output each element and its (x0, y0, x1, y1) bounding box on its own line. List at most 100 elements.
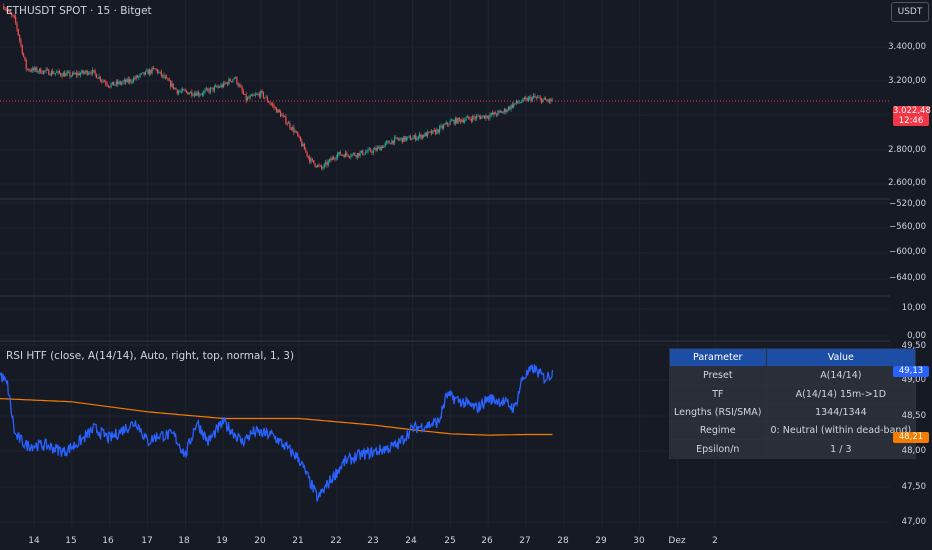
candle-body (265, 97, 267, 98)
candle-body (110, 84, 112, 88)
candle-body (174, 87, 176, 89)
candle-body (420, 134, 422, 139)
candle-body (42, 70, 45, 74)
candle-body (432, 130, 434, 134)
candle-body (519, 102, 521, 104)
candle-body (220, 84, 222, 88)
candle-body (338, 151, 340, 155)
candle-body (201, 94, 204, 95)
pane-dividers[interactable] (0, 198, 890, 342)
indicator-title[interactable]: RSI HTF (close, A(14/14), Auto, right, t… (6, 350, 295, 362)
candle-body (234, 77, 237, 78)
candle-body (484, 115, 486, 119)
candle-body (111, 81, 113, 85)
candle-body (440, 125, 442, 127)
candle-body (458, 117, 461, 120)
candle-body (56, 72, 58, 74)
candle-body (294, 131, 296, 133)
candle-body (342, 154, 344, 156)
candle-body (321, 165, 323, 169)
candle-body (315, 166, 317, 167)
table-cell-value: 1 / 3 (765, 439, 917, 459)
candle-body (134, 78, 136, 80)
candle-body (36, 67, 38, 72)
candle-body (95, 73, 98, 78)
table-cell-label: Preset (669, 366, 767, 386)
candle-body (425, 132, 427, 137)
candle-body (376, 147, 378, 151)
candle-body (268, 101, 270, 103)
candle-body (506, 110, 508, 113)
candle-body (305, 149, 307, 152)
candle-body (278, 109, 280, 112)
candle-body (547, 100, 549, 102)
candle-body (49, 74, 51, 76)
candle-body (118, 81, 120, 84)
time-tick-label: 17 (141, 536, 153, 546)
candle-body (124, 79, 127, 83)
candle-body (523, 98, 525, 99)
candle-body (15, 16, 17, 23)
price-tick-label: 3.400,00 (888, 42, 926, 52)
candle-body (326, 162, 328, 166)
candle-body (103, 80, 106, 82)
candle-body (470, 119, 472, 121)
candle-body (461, 120, 463, 122)
candle-body (81, 70, 83, 74)
table-header-row: Parameter Value (669, 347, 917, 368)
candle-body (393, 137, 396, 144)
candle-body (193, 93, 196, 96)
time-tick-label: 22 (330, 536, 342, 546)
candle-body (362, 150, 364, 155)
candle-body (431, 131, 433, 134)
table-cell-value: 0: Neutral (within dead-band) (765, 421, 917, 441)
rsi-tick-label: 47,00 (901, 517, 926, 527)
candle-body (419, 134, 421, 137)
time-axis[interactable] (0, 530, 932, 550)
price-axis[interactable]: 3.400,00 3.200,00 2.800,00 2.600,00 −520… (888, 0, 932, 530)
symbol-title[interactable]: ETHUSDT SPOT · 15 · Bitget (6, 5, 152, 17)
time-tick-label: 2 (712, 536, 718, 546)
osc-tick-label: −640,00 (889, 273, 926, 283)
candle-body (507, 107, 510, 111)
candle-body (366, 151, 368, 153)
candle-body (391, 140, 393, 145)
candle-body (286, 123, 288, 125)
candle-body (456, 118, 458, 124)
candle-body (401, 138, 404, 142)
sma-line (0, 398, 553, 436)
candle-body (517, 100, 519, 103)
candle-body (444, 124, 446, 126)
chart-area[interactable]: ETHUSDT SPOT · 15 · Bitget RSI HTF (clos… (0, 0, 917, 530)
candle-body (97, 77, 99, 79)
candle-body (502, 111, 504, 113)
candle-body (544, 98, 547, 101)
candle-body (162, 74, 164, 76)
candle-body (526, 98, 528, 102)
candle-body (486, 115, 488, 118)
candle-body (250, 94, 253, 97)
candle-body (57, 71, 59, 73)
candle-body (354, 153, 356, 156)
currency-button[interactable]: USDT (891, 2, 929, 22)
candle-body (346, 152, 348, 155)
candle-body (457, 117, 459, 124)
candle-body (374, 148, 376, 150)
candle-body (30, 70, 33, 72)
candle-body (478, 115, 480, 117)
candle-body (350, 156, 352, 157)
candle-body (295, 131, 298, 133)
candle-body (525, 98, 527, 99)
candle-body (266, 97, 268, 102)
candle-body (167, 78, 169, 81)
candle-body (359, 152, 361, 157)
candle-body (309, 157, 311, 163)
candle-body (452, 120, 454, 121)
candle-body (281, 115, 283, 117)
candle-body (187, 91, 189, 95)
table-row: Epsilon/n 1 / 3 (669, 439, 917, 459)
candle-body (273, 105, 275, 108)
candle-body (423, 135, 425, 137)
table-cell-label: Lengths (RSI/SMA) (669, 402, 767, 423)
candle-body (301, 141, 303, 147)
